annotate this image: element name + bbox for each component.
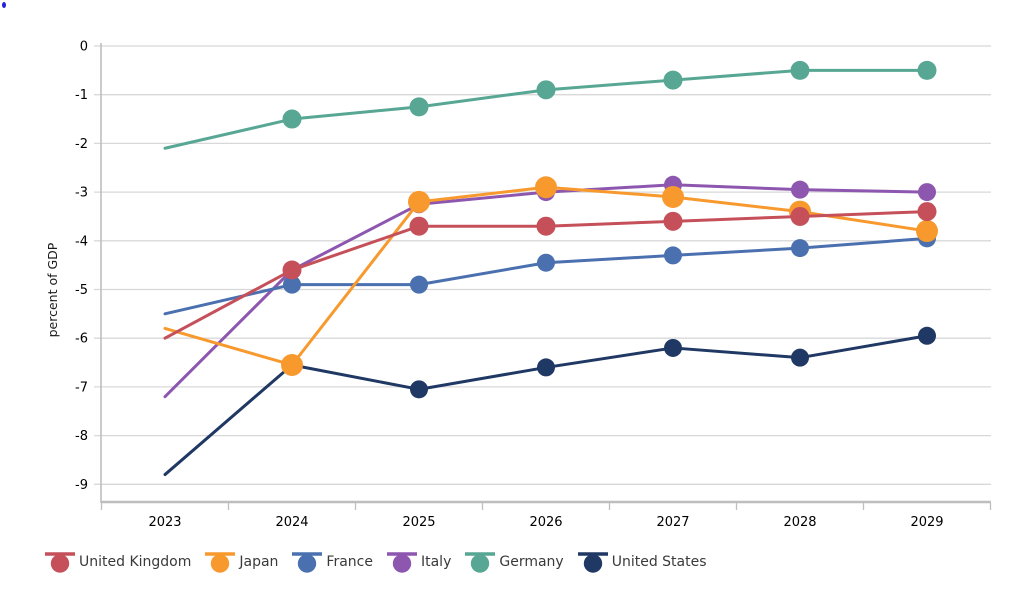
data-point-japan-2025 — [408, 190, 430, 213]
data-point-japan-2027 — [662, 185, 684, 208]
data-point-japan-2026 — [535, 176, 557, 199]
data-point-united-kingdom-2029 — [917, 202, 937, 222]
y-tick-label: -5 — [75, 283, 88, 298]
legend-label: France — [326, 554, 373, 570]
legend-item-japan: Japan — [204, 550, 278, 574]
data-point-italy-2028 — [791, 180, 809, 199]
legend-item-united-kingdom: United Kingdom — [44, 550, 191, 574]
legend-label: Germany — [499, 554, 564, 570]
y-tick-label: -7 — [75, 380, 88, 395]
data-point-united-states-2028 — [791, 348, 809, 367]
y-tick-label: -2 — [75, 137, 88, 152]
data-point-united-states-2027 — [664, 338, 682, 357]
legend-swatch-icon — [465, 552, 496, 573]
chart-legend: United Kingdom Japan France Italy Germany Uni… — [44, 550, 707, 574]
x-tick-label: 2028 — [783, 515, 816, 530]
legend-item-united-states: United States — [577, 550, 707, 574]
legend-swatch-icon — [386, 552, 417, 573]
data-point-united-kingdom-2027 — [663, 211, 683, 231]
data-point-germany-2028 — [790, 60, 810, 80]
data-point-italy-2029 — [918, 183, 936, 202]
data-point-germany-2027 — [663, 70, 683, 90]
x-tick-label: 2025 — [402, 515, 435, 530]
y-tick-label: -6 — [75, 332, 88, 347]
data-point-united-kingdom-2026 — [536, 216, 556, 236]
x-tick-label: 2029 — [910, 515, 943, 530]
y-tick-label: 0 — [80, 40, 88, 55]
line-chart: 0 -1 -2 -3 -4 -5 -6 -7 -8 -9 2023 2024 2025 2026 2027 2… — [45, 40, 992, 530]
legend-label: Japan — [239, 554, 279, 570]
data-point-france-2026 — [537, 253, 555, 272]
data-point-united-kingdom-2028 — [790, 206, 810, 226]
legend-marker — [471, 554, 490, 573]
x-tick-label: 2024 — [275, 515, 308, 530]
stray-blue-dot — [2, 2, 6, 8]
legend-marker — [50, 554, 70, 573]
data-point-united-kingdom-2025 — [409, 216, 429, 236]
legend-marker — [211, 554, 230, 573]
data-point-japan-2029 — [916, 220, 938, 243]
data-point-france-2025 — [410, 275, 428, 294]
legend-swatch-icon — [45, 552, 75, 573]
legend-swatch-icon — [292, 552, 323, 573]
data-point-france-2027 — [664, 246, 682, 265]
data-point-united-states-2025 — [410, 380, 428, 399]
legend-swatch-icon — [577, 552, 608, 573]
legend-marker — [392, 554, 412, 573]
data-point-france-2028 — [791, 239, 809, 258]
x-tick-label: 2023 — [148, 515, 181, 530]
series-line-united-states — [163, 334, 929, 477]
data-point-japan-2024 — [281, 353, 303, 376]
legend-item-germany: Germany — [464, 550, 564, 574]
y-tick-label: -1 — [75, 88, 88, 103]
data-point-germany-2026 — [536, 80, 556, 100]
data-point-germany-2025 — [409, 97, 429, 117]
legend-label: United States — [611, 554, 707, 570]
y-tick-label: -8 — [75, 429, 88, 444]
y-tick-label: -3 — [75, 186, 88, 201]
y-axis-title: percent of GDP — [45, 242, 60, 337]
x-tick-label: 2027 — [656, 515, 689, 530]
legend-swatch-icon — [205, 552, 236, 573]
legend-label: United Kingdom — [79, 554, 192, 570]
data-point-germany-2024 — [282, 109, 302, 129]
legend-item-italy: Italy — [386, 550, 451, 574]
data-point-united-kingdom-2024 — [282, 260, 302, 280]
data-point-germany-2029 — [917, 60, 937, 80]
legend-item-france: France — [291, 550, 373, 574]
legend-marker — [583, 554, 602, 573]
data-point-france-2024 — [283, 275, 301, 294]
y-tick-label: -4 — [75, 234, 88, 249]
data-point-united-states-2026 — [537, 358, 555, 377]
legend-label: Italy — [420, 554, 452, 570]
legend-marker — [298, 554, 317, 573]
y-tick-label: -9 — [75, 478, 88, 493]
data-point-united-states-2029 — [918, 326, 936, 345]
x-tick-label: 2026 — [529, 515, 562, 530]
